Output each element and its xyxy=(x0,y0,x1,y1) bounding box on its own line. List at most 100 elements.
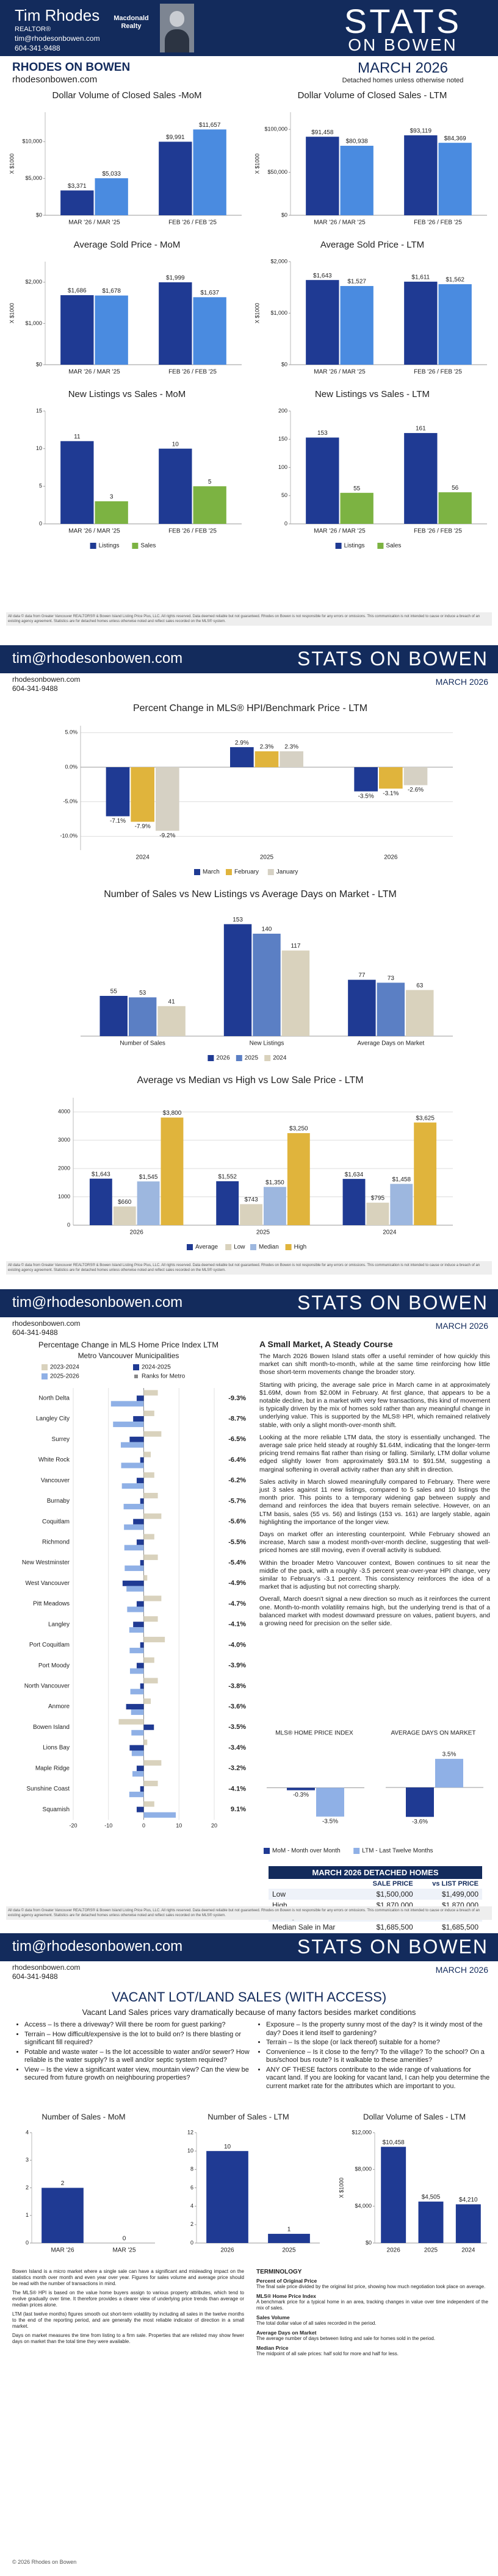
terminology: TERMINOLOGY Percent of Original Price The… xyxy=(256,2269,488,2360)
legend-label: Average xyxy=(195,1244,218,1251)
legend-swatch xyxy=(194,869,200,875)
y-tick-label: $1,000 xyxy=(25,320,42,326)
bar xyxy=(129,1627,144,1633)
y-tick-label: Lions Bay xyxy=(43,1745,70,1751)
bar xyxy=(377,982,405,1036)
legend-label: 2023-2024 xyxy=(50,1364,79,1371)
data-label: $3,625 xyxy=(416,1115,435,1122)
article-paragraph: Within the broader Metro Vancouver conte… xyxy=(259,1559,490,1591)
data-label: 3.5% xyxy=(442,1751,457,1758)
data-label: -3.6% xyxy=(412,1819,428,1825)
data-label: 153 xyxy=(233,917,243,923)
bullet: Exposure – Is the property sunny most of… xyxy=(266,2021,492,2038)
x-tick-label: 2026 xyxy=(130,1229,144,1236)
bar xyxy=(216,1181,239,1225)
data-label: $660 xyxy=(118,1199,132,1206)
bar xyxy=(381,2147,406,2243)
y-tick-label: -10.0% xyxy=(60,833,78,839)
bar xyxy=(60,190,94,215)
bar xyxy=(230,747,254,767)
bar xyxy=(127,1606,144,1612)
data-label: $1,527 xyxy=(347,279,366,285)
bar xyxy=(95,178,128,215)
site-url: rhodesonbowen.com xyxy=(12,74,98,85)
bar xyxy=(143,1451,151,1458)
disclaimer: All data © data from Greater Vancouver R… xyxy=(6,612,492,626)
bar xyxy=(435,1759,463,1787)
bar xyxy=(99,996,128,1036)
term: Median Price xyxy=(256,2345,289,2351)
data-label: -4.0% xyxy=(228,1641,246,1648)
data-label: -3.8% xyxy=(228,1683,246,1690)
data-label: -5.5% xyxy=(228,1539,246,1546)
bar xyxy=(143,1801,154,1807)
data-label: -3.6% xyxy=(228,1703,246,1710)
bar xyxy=(42,2188,84,2243)
data-label: $5,033 xyxy=(102,171,121,177)
y-tick-label: Bowen Island xyxy=(33,1724,70,1731)
legend-swatch xyxy=(264,1055,271,1061)
legend-swatch xyxy=(377,543,384,549)
bar xyxy=(140,1498,144,1504)
bar xyxy=(140,1786,144,1792)
bar xyxy=(348,979,376,1036)
y-tick-label: $5,000 xyxy=(25,175,42,181)
legend-swatch xyxy=(208,1055,214,1061)
data-label: -6.2% xyxy=(228,1477,246,1484)
table-cell: $1,685,500 xyxy=(441,1923,478,1931)
bar xyxy=(455,2204,481,2243)
y-axis-label: X $1000 xyxy=(9,303,15,324)
bar xyxy=(123,1503,144,1509)
bar xyxy=(106,767,130,817)
data-label: $1,458 xyxy=(392,1176,411,1183)
legend-label: High xyxy=(294,1244,307,1251)
bullet: Potable and waste water – Is the lot acc… xyxy=(24,2048,250,2065)
legend-label: Sales xyxy=(386,543,401,549)
bar xyxy=(438,492,472,524)
y-tick-label: Richmond xyxy=(42,1539,70,1545)
bar xyxy=(193,129,226,215)
legend-label: 2024 xyxy=(273,1055,287,1062)
chart-title: Dollar Volume of Closed Sales - LTM xyxy=(298,90,447,101)
y-tick-label: 4 xyxy=(190,2203,193,2209)
brand-top: STATS xyxy=(344,2,462,40)
disclaimer: All data © data from Greater Vancouver R… xyxy=(6,1906,492,1920)
bar xyxy=(89,1178,112,1225)
term: MLS® Home Price Index xyxy=(256,2293,316,2299)
y-tick-label: Burnaby xyxy=(47,1498,70,1504)
y-tick-label: 1 xyxy=(26,2212,29,2218)
legend-swatch xyxy=(267,869,274,875)
band-url: rhodesonbowen.com xyxy=(12,1319,81,1328)
x-tick-label: MAR '26 / MAR '25 xyxy=(314,528,366,535)
bar xyxy=(240,1204,262,1225)
y-tick-label: $12,000 xyxy=(352,2129,372,2135)
data-label: $743 xyxy=(244,1197,258,1203)
term-definition: The final sale price divided by the orig… xyxy=(256,2284,486,2289)
bar xyxy=(129,1791,144,1797)
bar xyxy=(406,1787,434,1817)
data-label: 63 xyxy=(416,982,424,989)
chart-title: New Listings vs Sales - MoM xyxy=(68,389,186,399)
data-label: 53 xyxy=(139,990,146,996)
bar xyxy=(95,501,128,524)
y-tick-label: Anmore xyxy=(48,1703,70,1710)
data-label: $91,458 xyxy=(311,129,334,136)
brokerage-logo: Macdonald Realty xyxy=(114,15,149,30)
x-tick-label: FEB '26 / FEB '25 xyxy=(168,528,217,535)
data-label: -9.2% xyxy=(159,832,175,839)
data-label: $4,505 xyxy=(422,2194,441,2201)
table-cell: Median Sale in Mar xyxy=(272,1923,336,1931)
y-tick-label: $2,000 xyxy=(270,258,287,264)
term: Average Days on Market xyxy=(256,2330,317,2336)
band-email: tim@rhodesonbowen.com xyxy=(12,1294,183,1311)
legend-swatch xyxy=(226,869,232,875)
bullet: View – Is the view a significant water v… xyxy=(24,2066,250,2083)
legend-swatch xyxy=(225,1244,232,1250)
y-tick-label: West Vancouver xyxy=(26,1580,70,1587)
y-tick-label: 2000 xyxy=(58,1165,70,1171)
brand-bottom: ON BOWEN xyxy=(348,35,458,54)
legend-label: 2026 xyxy=(216,1055,230,1062)
bar xyxy=(143,1616,158,1622)
page-band xyxy=(0,645,498,673)
bar xyxy=(131,1750,144,1756)
